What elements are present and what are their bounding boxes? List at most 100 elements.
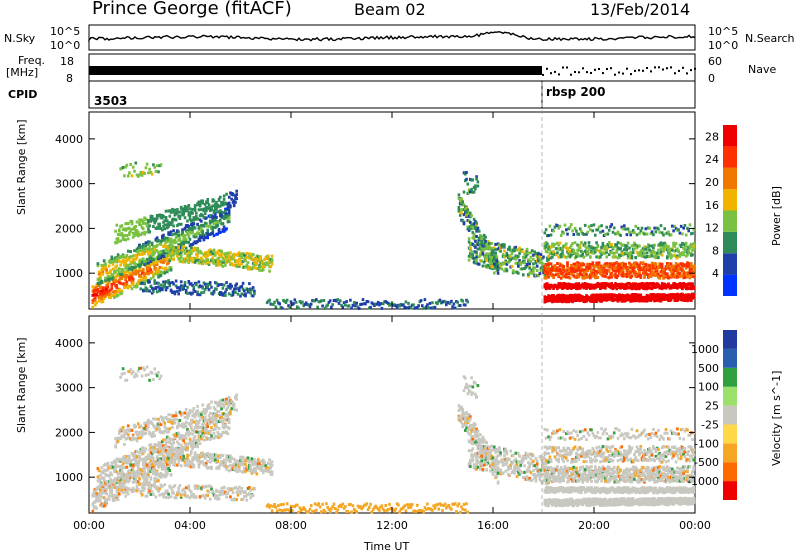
heatmap-cell: [294, 300, 298, 304]
heatmap-cell: [178, 217, 182, 220]
heatmap-cell: [157, 226, 160, 230]
heatmap-cell: [514, 245, 518, 249]
heatmap-cell: [144, 276, 148, 280]
heatmap-cell: [552, 244, 555, 248]
heatmap-cell: [589, 228, 592, 232]
heatmap-cell: [681, 251, 684, 255]
heatmap-cell: [191, 284, 194, 288]
heatmap-cell: [125, 265, 129, 269]
heatmap-cell: [224, 294, 227, 297]
heatmap-cell: [195, 211, 198, 215]
heatmap-cell: [532, 266, 535, 270]
heatmap-cell: [137, 488, 140, 492]
heatmap-cell: [624, 262, 627, 266]
heatmap-cell: [602, 266, 606, 270]
heatmap-cell: [340, 303, 343, 307]
heatmap-cell: [595, 241, 598, 245]
heatmap-cell: [99, 279, 102, 283]
heatmap-cell: [328, 299, 332, 303]
heatmap-cell: [352, 301, 356, 305]
heatmap-cell: [188, 258, 192, 262]
heatmap-cell: [114, 229, 117, 233]
heatmap-cell: [482, 247, 486, 251]
heatmap-cell: [214, 253, 217, 257]
heatmap-cell: [158, 254, 161, 258]
heatmap-cell: [110, 286, 114, 290]
heatmap-cell: [200, 208, 203, 212]
heatmap-cell: [169, 266, 173, 270]
heatmap-cell: [684, 241, 688, 245]
heatmap-cell: [553, 264, 557, 268]
heatmap-cell: [576, 252, 579, 256]
heatmap-cell: [539, 252, 543, 256]
heatmap-cell: [166, 270, 169, 274]
heatmap-cell: [364, 302, 367, 306]
heatmap-cell: [226, 206, 230, 209]
heatmap-cell: [558, 224, 562, 228]
heatmap-cell: [611, 246, 615, 249]
heatmap-cell: [692, 264, 696, 268]
heatmap-cell: [195, 234, 198, 238]
heatmap-cell: [390, 301, 394, 305]
heatmap-cell: [648, 226, 651, 230]
heatmap-cell: [556, 247, 559, 251]
heatmap-cell: [135, 229, 139, 233]
heatmap-cell: [184, 238, 188, 241]
heatmap-cell: [238, 257, 241, 261]
heatmap-cell: [99, 275, 102, 279]
heatmap-cell: [205, 209, 208, 213]
heatmap-cell: [577, 266, 581, 270]
heatmap-cell: [486, 265, 490, 269]
nave-dot: [634, 69, 636, 72]
heatmap-cell: [118, 233, 121, 237]
heatmap-cell: [466, 208, 470, 212]
heatmap-cell: [225, 192, 228, 196]
heatmap-cell: [110, 463, 114, 466]
heatmap-cell: [518, 246, 521, 250]
heatmap-cell: [152, 163, 155, 167]
heatmap-cell: [120, 277, 124, 281]
heatmap-cell: [607, 228, 611, 232]
heatmap-cell: [477, 255, 481, 259]
heatmap-cell: [125, 280, 129, 284]
heatmap-cell: [658, 276, 661, 280]
heatmap-cell: [446, 301, 449, 304]
heatmap-cell: [345, 300, 348, 304]
nave-dot: [678, 69, 680, 72]
heatmap-cell: [99, 498, 102, 502]
heatmap-cell: [351, 303, 355, 307]
heatmap-cell: [546, 299, 549, 303]
heatmap-cell: [155, 271, 159, 274]
heatmap-cell: [582, 286, 586, 290]
heatmap-cell: [244, 265, 247, 269]
heatmap-cell: [121, 235, 125, 239]
heatmap-cell: [532, 257, 535, 261]
heatmap-cell: [197, 208, 201, 212]
heatmap-cell: [94, 299, 97, 303]
heatmap-cell: [191, 211, 194, 215]
station-title: Prince George (fitACF): [92, 0, 292, 19]
nave-dot: [558, 73, 560, 76]
heatmap-cell: [129, 229, 132, 233]
heatmap-cell: [522, 273, 525, 277]
heatmap-cell: [149, 476, 153, 480]
heatmap-cell: [94, 500, 97, 504]
heatmap-cell: [91, 285, 95, 289]
heatmap-cell: [179, 284, 183, 288]
heatmap-cell: [119, 478, 122, 482]
heatmap-cell: [633, 231, 636, 235]
heatmap-cell: [222, 292, 226, 296]
heatmap-cell: [234, 200, 237, 204]
heatmap-cell: [301, 300, 304, 304]
heatmap-cell: [615, 248, 619, 252]
heatmap-cell: [168, 284, 172, 288]
heatmap-cell: [610, 251, 613, 255]
heatmap-cell: [158, 222, 161, 226]
heatmap-cell: [192, 285, 196, 289]
heatmap-cell: [356, 305, 360, 309]
heatmap-cell: [221, 286, 225, 290]
heatmap-cell: [553, 242, 557, 246]
heatmap-cell: [683, 285, 687, 289]
heatmap-cell: [688, 223, 692, 227]
heatmap-cell: [470, 250, 473, 254]
